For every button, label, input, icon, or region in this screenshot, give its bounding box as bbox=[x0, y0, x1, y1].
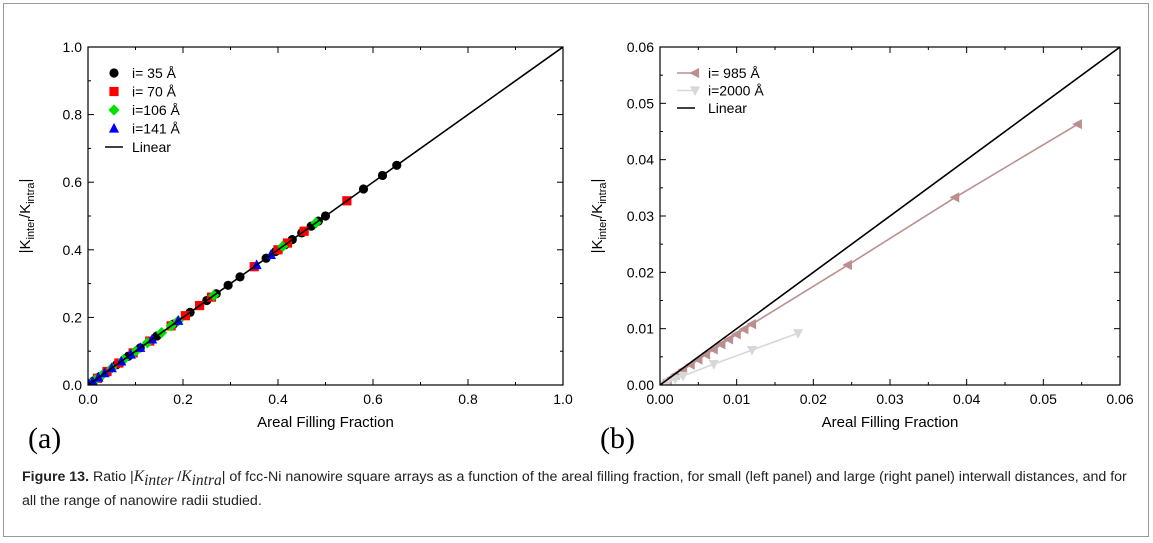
y-tick-label: 0.8 bbox=[63, 107, 83, 123]
linear-reference-line bbox=[88, 47, 563, 385]
legend-swatch bbox=[108, 104, 120, 116]
legend-entry: Linear bbox=[132, 139, 171, 155]
data-point bbox=[708, 360, 719, 370]
caption-rest: | of fcc-Ni nanowire square arrays as a … bbox=[22, 469, 1127, 509]
legend-swatch bbox=[108, 122, 120, 133]
data-point bbox=[746, 345, 758, 356]
y-axis-label-subscript: intra bbox=[25, 182, 37, 204]
y-tick-label: 0.0 bbox=[63, 377, 83, 393]
caption-slash: / bbox=[173, 469, 182, 485]
data-point bbox=[1072, 119, 1082, 130]
caption-k-intra: K bbox=[181, 468, 192, 485]
y-axis-label-part: |K bbox=[589, 240, 606, 254]
data-point bbox=[949, 192, 960, 203]
caption-intra-sub: intra bbox=[191, 471, 222, 489]
y-axis-label-part: /K bbox=[17, 204, 34, 218]
data-point bbox=[662, 378, 673, 385]
x-tick-label: 0.05 bbox=[1030, 391, 1057, 407]
data-point bbox=[677, 371, 689, 382]
y-axis-label-part: |K bbox=[17, 240, 34, 254]
chart-panel-b: 0.00 0.01 0.02 0.03 0.04 0.05 0.06 0.00 0.01 0.02… bbox=[589, 39, 1134, 455]
y-axis-label-part: /K bbox=[589, 204, 606, 218]
data-point bbox=[738, 324, 749, 335]
y-tick-label: 0.02 bbox=[627, 264, 654, 280]
data-point bbox=[746, 319, 757, 330]
y-tick-label: 0.05 bbox=[627, 95, 654, 111]
legend-entry: i= 985 Å bbox=[708, 65, 760, 81]
legend-swatch bbox=[109, 68, 119, 78]
panel-label: (b) bbox=[600, 422, 635, 455]
legend-entry: i=106 Å bbox=[132, 102, 181, 118]
figure-canvas: 0.0 0.2 0.4 0.6 0.8 1.0 0.0 0.2 0.4 0.6 0.8 1.0 Area… bbox=[17, 39, 1134, 455]
data-point bbox=[842, 259, 852, 271]
y-tick-label: 0.6 bbox=[63, 174, 83, 190]
figure-frame bbox=[3, 3, 1149, 537]
x-tick-label: 0.02 bbox=[800, 391, 827, 407]
series-1 bbox=[660, 329, 804, 385]
data-point bbox=[715, 339, 726, 350]
y-tick-label: 0.04 bbox=[627, 152, 654, 168]
x-tick-label: 0.01 bbox=[723, 391, 750, 407]
y-tick-label: 0.2 bbox=[63, 309, 83, 325]
y-axis-label: |Kinter/Kintra| bbox=[589, 179, 609, 254]
panel-label: (a) bbox=[28, 422, 61, 455]
caption-k-inter: K bbox=[133, 468, 145, 485]
legend: i= 35 Å i= 70 Å i=106 Å i=141 Å Linear bbox=[105, 65, 181, 155]
x-tick-label: 0.4 bbox=[268, 391, 288, 407]
legend-entry: i= 35 Å bbox=[132, 65, 177, 81]
y-axis-label-part: | bbox=[589, 179, 606, 183]
caption-inter-sub: inter bbox=[144, 471, 174, 489]
y-tick-label: 0.06 bbox=[627, 39, 654, 55]
legend-swatch bbox=[689, 67, 700, 79]
data-point bbox=[731, 329, 741, 340]
axes-frame bbox=[87, 46, 564, 386]
x-tick-label: 0.00 bbox=[646, 391, 673, 407]
chart-panel-a: 0.0 0.2 0.4 0.6 0.8 1.0 0.0 0.2 0.4 0.6 0.8 1.0 Area… bbox=[17, 39, 573, 455]
y-tick-label: 1.0 bbox=[63, 39, 83, 55]
legend-entry: i=141 Å bbox=[132, 121, 181, 137]
y-axis-label-subscript: inter bbox=[597, 218, 609, 240]
series-0 bbox=[660, 119, 1082, 385]
plot-area bbox=[660, 47, 1120, 385]
legend-entry: Linear bbox=[708, 100, 747, 116]
y-axis-label: |Kinter/Kintra| bbox=[17, 179, 37, 254]
data-point bbox=[692, 354, 703, 365]
series-4 bbox=[88, 47, 563, 385]
axes-frame bbox=[659, 46, 1121, 386]
x-tick-label: 1.0 bbox=[553, 391, 573, 407]
y-tick-label: 0.03 bbox=[627, 208, 654, 224]
legend-entry: i= 70 Å bbox=[132, 84, 177, 100]
x-axis-label: Areal Filling Fraction bbox=[822, 414, 959, 431]
x-axis-label: Areal Filling Fraction bbox=[257, 414, 394, 431]
data-point bbox=[700, 349, 711, 360]
legend-entry: i=2000 Å bbox=[708, 83, 764, 99]
y-tick-label: 0.01 bbox=[627, 321, 654, 337]
y-tick-label: 0.4 bbox=[63, 242, 83, 258]
x-tick-label: 0.04 bbox=[953, 391, 980, 407]
series-2 bbox=[660, 47, 1120, 385]
y-axis-label-subscript: intra bbox=[597, 182, 609, 204]
x-tick-label: 0.6 bbox=[363, 391, 383, 407]
caption-prefix: Ratio | bbox=[89, 469, 134, 485]
figure-caption: Figure 13. Ratio |Kinter /Kintra| of fcc… bbox=[22, 467, 1132, 511]
x-tick-label: 0.06 bbox=[1106, 391, 1133, 407]
y-axis-label-part: | bbox=[17, 179, 34, 183]
y-axis-label-subscript: inter bbox=[25, 218, 37, 240]
plot-area bbox=[88, 47, 563, 385]
caption-label: Figure 13. bbox=[22, 469, 90, 485]
data-point bbox=[792, 329, 804, 339]
x-tick-label: 0.8 bbox=[458, 391, 478, 407]
data-point bbox=[708, 344, 718, 355]
legend-swatch bbox=[689, 86, 701, 97]
data-point bbox=[670, 374, 681, 385]
linear-reference-line bbox=[660, 47, 1120, 385]
x-tick-label: 0.0 bbox=[78, 391, 98, 407]
legend-swatch bbox=[109, 86, 119, 97]
x-tick-label: 0.03 bbox=[876, 391, 903, 407]
x-tick-label: 0.2 bbox=[173, 391, 193, 407]
y-tick-label: 0.00 bbox=[627, 377, 654, 393]
data-point bbox=[723, 334, 734, 345]
